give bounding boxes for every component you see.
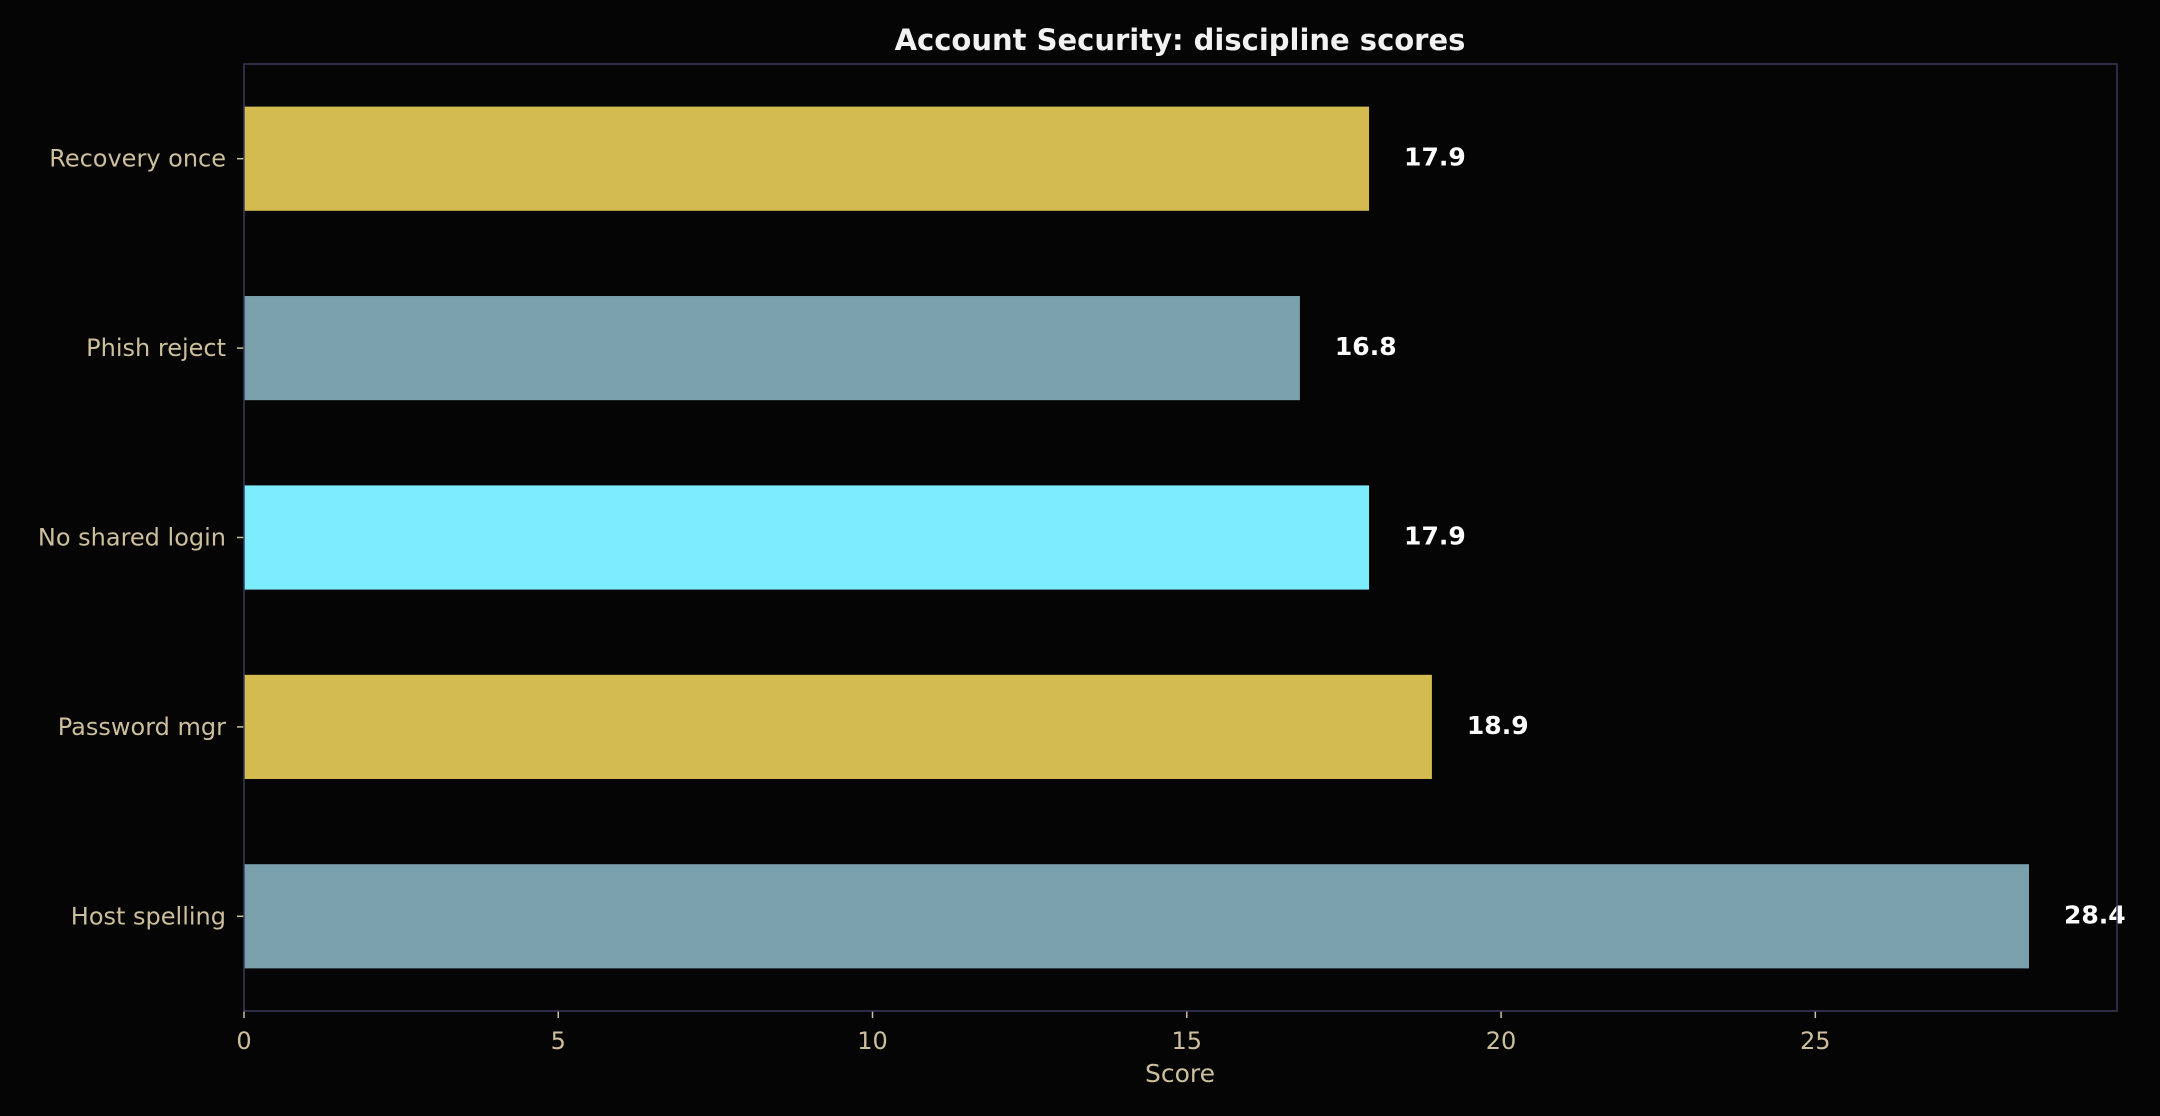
x-tick-label: 0 <box>236 1027 251 1055</box>
bars-layer: 17.9 16.8 17.9 18.9 28.4 <box>244 106 2126 969</box>
data-label: 17.9 <box>1404 522 1466 551</box>
bar <box>244 485 1370 590</box>
bar <box>244 864 2030 969</box>
chart-title: Account Security: discipline scores <box>895 23 1466 57</box>
axis-ticks: Recovery once Phish reject No shared login… <box>38 145 1831 1055</box>
data-label: 28.4 <box>2064 900 2126 929</box>
bar <box>244 106 1370 211</box>
y-tick-label: Recovery once <box>49 145 226 173</box>
y-tick-label: No shared login <box>38 524 226 552</box>
x-tick-label: 25 <box>1800 1027 1831 1055</box>
x-tick-label: 5 <box>551 1027 566 1055</box>
x-tick-label: 20 <box>1486 1027 1517 1055</box>
bar <box>244 296 1300 401</box>
x-tick-label: 15 <box>1172 1027 1203 1055</box>
x-tick-label: 10 <box>857 1027 888 1055</box>
x-axis-label: Score <box>1145 1059 1215 1088</box>
data-label: 18.9 <box>1467 711 1529 740</box>
y-tick-label: Host spelling <box>71 902 226 930</box>
data-label: 16.8 <box>1335 332 1397 361</box>
data-label: 17.9 <box>1404 143 1466 172</box>
y-tick-label: Password mgr <box>58 713 226 741</box>
bar <box>244 674 1432 779</box>
plot-frame <box>243 63 2118 1012</box>
y-tick-label: Phish reject <box>86 334 226 362</box>
